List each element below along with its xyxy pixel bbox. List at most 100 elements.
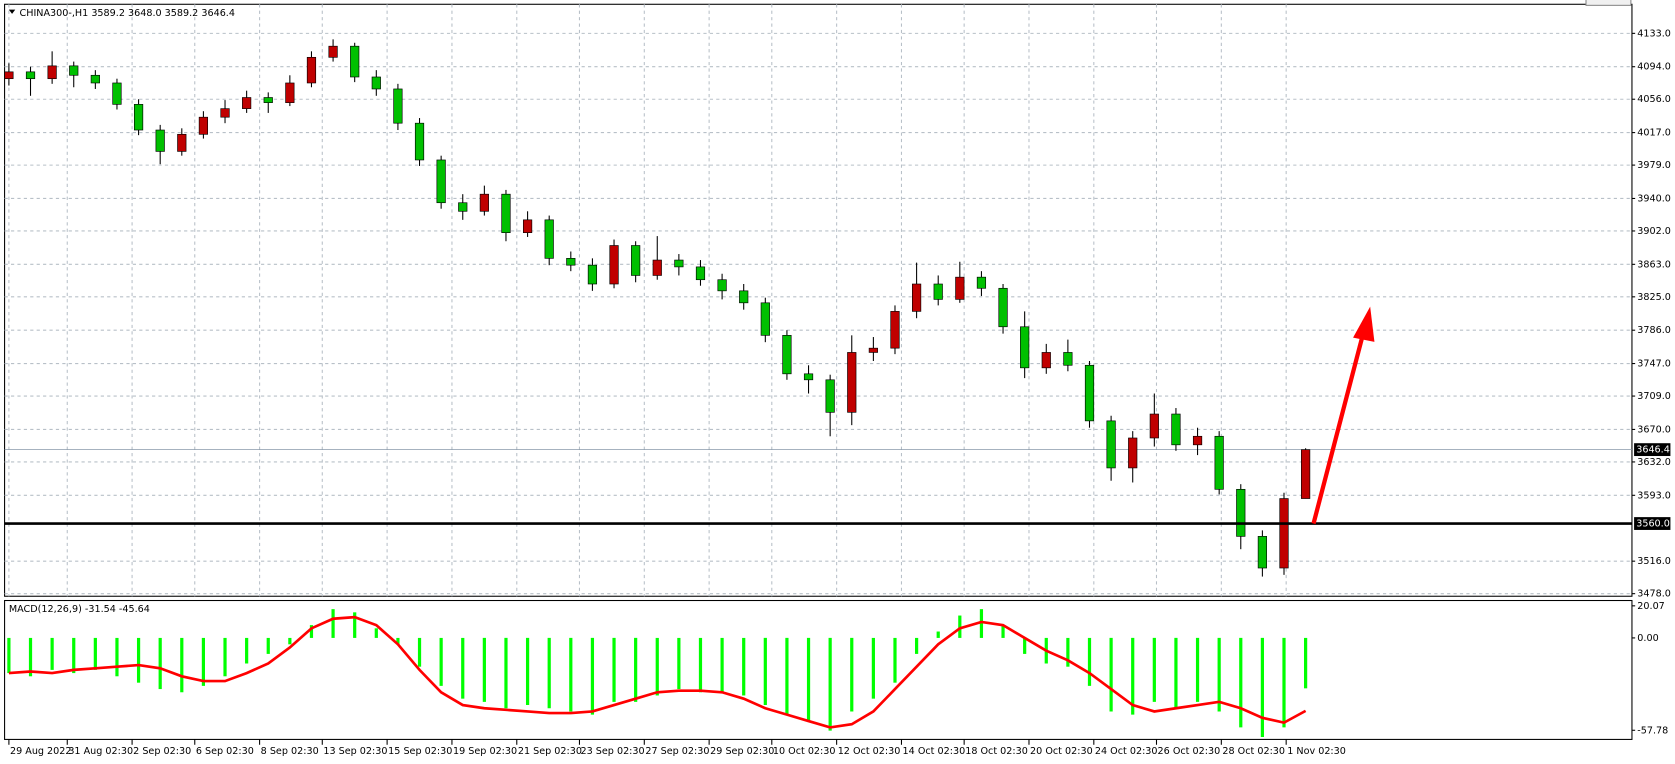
y-tick-label: 3593.0	[1637, 490, 1671, 501]
candle-body	[25, 71, 36, 80]
x-tick-label: 31 Aug 02:30	[68, 746, 133, 757]
y-tick-label: 4094.0	[1637, 62, 1671, 73]
y-tick-label: 4017.0	[1637, 128, 1671, 139]
candle-body	[674, 259, 684, 268]
candle-body	[998, 287, 1008, 328]
y-tick-label: 3632.0	[1637, 457, 1671, 468]
candle-body	[695, 266, 706, 281]
price-label: 3560.0	[1636, 519, 1670, 530]
y-tick-label: 20.07	[1637, 601, 1665, 612]
x-tick-label: 6 Sep 02:30	[196, 746, 254, 757]
candle-body	[1279, 498, 1289, 569]
candle-body	[263, 97, 273, 103]
candle-body	[371, 76, 381, 90]
candle-body	[1149, 413, 1159, 439]
candle-body	[393, 88, 403, 124]
candle-body	[90, 74, 100, 84]
candle-body	[825, 379, 835, 413]
x-tick-label: 14 Oct 02:30	[903, 746, 966, 757]
x-tick-label: 23 Sep 02:30	[581, 746, 645, 757]
candle-body	[587, 264, 598, 285]
arrow-head	[1353, 306, 1375, 342]
candle-body	[285, 82, 295, 103]
candle-body	[177, 133, 187, 152]
candle-body	[350, 45, 360, 78]
candle-body	[868, 347, 878, 353]
candle-body	[220, 108, 230, 118]
signal-line	[8, 615, 1307, 729]
x-tick-label: 27 Sep 02:30	[645, 746, 709, 757]
candle-body	[1128, 437, 1138, 469]
y-tick-label: 3940.0	[1637, 193, 1671, 204]
y-tick-label: 3516.0	[1637, 556, 1671, 567]
candle-body	[803, 373, 814, 381]
last-price-label: 3646.4	[1636, 445, 1670, 456]
x-tick-label: 20 Oct 02:30	[1030, 746, 1093, 757]
candle-body	[847, 352, 857, 413]
x-tick-label: 2 Sep 02:30	[133, 746, 191, 757]
arrow-shaft	[1311, 330, 1366, 525]
y-tick-label: 4056.0	[1637, 94, 1671, 105]
candle-body	[1041, 352, 1051, 369]
candle-body	[328, 45, 338, 58]
candle-body	[739, 290, 749, 304]
candle-body	[1106, 420, 1116, 469]
x-tick-label: 19 Sep 02:30	[453, 746, 517, 757]
y-tick-label: 3478.0	[1637, 589, 1671, 600]
y-tick-label: 3902.0	[1637, 226, 1671, 237]
candle-body	[242, 97, 252, 109]
y-tick-label: -57.78	[1637, 725, 1668, 736]
menu-triangle	[8, 9, 16, 14]
candle-body	[1257, 536, 1267, 569]
candle-body	[717, 279, 727, 292]
candle-body	[1192, 435, 1203, 446]
candle-body	[1214, 435, 1224, 490]
y-tick-label: 3863.0	[1637, 259, 1671, 270]
candle-body	[566, 258, 576, 266]
macd-panel-frame	[4, 599, 1633, 740]
corner-button[interactable]	[1585, 0, 1632, 6]
y-tick-label: 3786.0	[1637, 325, 1671, 336]
x-tick-label: 8 Sep 02:30	[261, 746, 319, 757]
y-tick-label: 3709.0	[1637, 391, 1671, 402]
x-tick-label: 26 Oct 02:30	[1158, 746, 1221, 757]
y-tick-label: 3979.0	[1637, 160, 1671, 171]
candle-body	[609, 245, 619, 285]
candle-body	[501, 193, 511, 233]
candle-body	[1236, 488, 1246, 537]
y-tick-label: 3670.0	[1637, 424, 1671, 435]
candle-body	[458, 202, 468, 212]
candle-body	[306, 56, 317, 84]
x-tick-label: 21 Sep 02:30	[518, 746, 582, 757]
x-tick-label: 13 Sep 02:30	[323, 746, 387, 757]
x-tick-label: 10 Oct 02:30	[773, 746, 836, 757]
candle-body	[1063, 352, 1073, 366]
x-tick-label: 29 Aug 2022	[10, 746, 72, 757]
y-tick-label: 4133.0	[1637, 28, 1671, 39]
candle-body	[1084, 364, 1095, 422]
candle-body	[890, 311, 900, 349]
x-tick-label: 24 Oct 02:30	[1095, 746, 1158, 757]
candle-body	[198, 116, 209, 135]
y-tick-label: 3747.0	[1637, 359, 1671, 370]
candle-body	[933, 283, 943, 300]
x-tick-label: 12 Oct 02:30	[838, 746, 901, 757]
macd-title: MACD(12,26,9) -31.54 -45.64	[9, 604, 150, 615]
candle-body	[112, 82, 122, 105]
plot-layer: 4133.0 4094.0 4056.0 4017.0 3979.0 3940.0 3902…	[4, 4, 1671, 757]
candle-body	[1171, 413, 1181, 446]
candle-body	[782, 335, 792, 375]
candle-body	[522, 219, 533, 233]
candle-body	[479, 193, 489, 212]
candle-body	[652, 259, 662, 276]
x-tick-label: 28 Oct 02:30	[1222, 746, 1285, 757]
x-tick-label: 15 Sep 02:30	[388, 746, 452, 757]
price-panel-frame	[4, 3, 1633, 597]
trend-arrow	[1311, 306, 1375, 525]
candle-body	[760, 302, 770, 336]
price-label-box	[1634, 443, 1671, 457]
chart-title: CHINA300-,H1 3589.2 3648.0 3589.2 3646.4	[20, 8, 235, 19]
candle-body	[436, 159, 446, 204]
